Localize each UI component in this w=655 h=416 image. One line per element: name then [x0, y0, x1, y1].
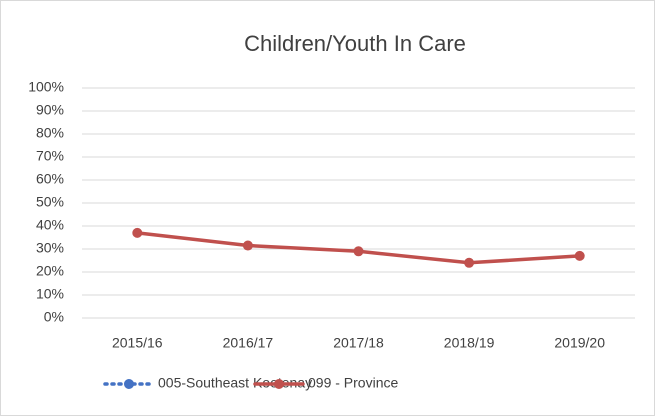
- legend-marker: [124, 379, 134, 389]
- data-point: [353, 246, 364, 257]
- x-tick-label: 2018/19: [444, 335, 495, 351]
- x-tick-label: 2016/17: [223, 335, 274, 351]
- y-tick-label: 80%: [36, 125, 64, 141]
- y-tick-label: 40%: [36, 217, 64, 233]
- data-point: [132, 227, 143, 238]
- y-tick-label: 50%: [36, 194, 64, 210]
- data-point: [242, 240, 253, 251]
- y-tick-label: 70%: [36, 148, 64, 164]
- chart-title: Children/Youth In Care: [244, 31, 466, 56]
- y-tick-label: 0%: [44, 309, 64, 325]
- y-tick-label: 20%: [36, 263, 64, 279]
- legend-label: 005-Southeast Kootenay: [158, 375, 312, 391]
- legend-marker: [274, 379, 284, 389]
- data-point: [464, 257, 475, 268]
- x-tick-label: 2017/18: [333, 335, 384, 351]
- y-tick-label: 90%: [36, 102, 64, 118]
- x-tick-label: 2015/16: [112, 335, 163, 351]
- x-tick-label: 2019/20: [554, 335, 605, 351]
- y-tick-label: 30%: [36, 240, 64, 256]
- y-tick-label: 10%: [36, 286, 64, 302]
- data-point: [574, 250, 585, 261]
- legend-label: 099 - Province: [308, 375, 398, 391]
- y-tick-label: 60%: [36, 171, 64, 187]
- y-tick-label: 100%: [28, 79, 64, 95]
